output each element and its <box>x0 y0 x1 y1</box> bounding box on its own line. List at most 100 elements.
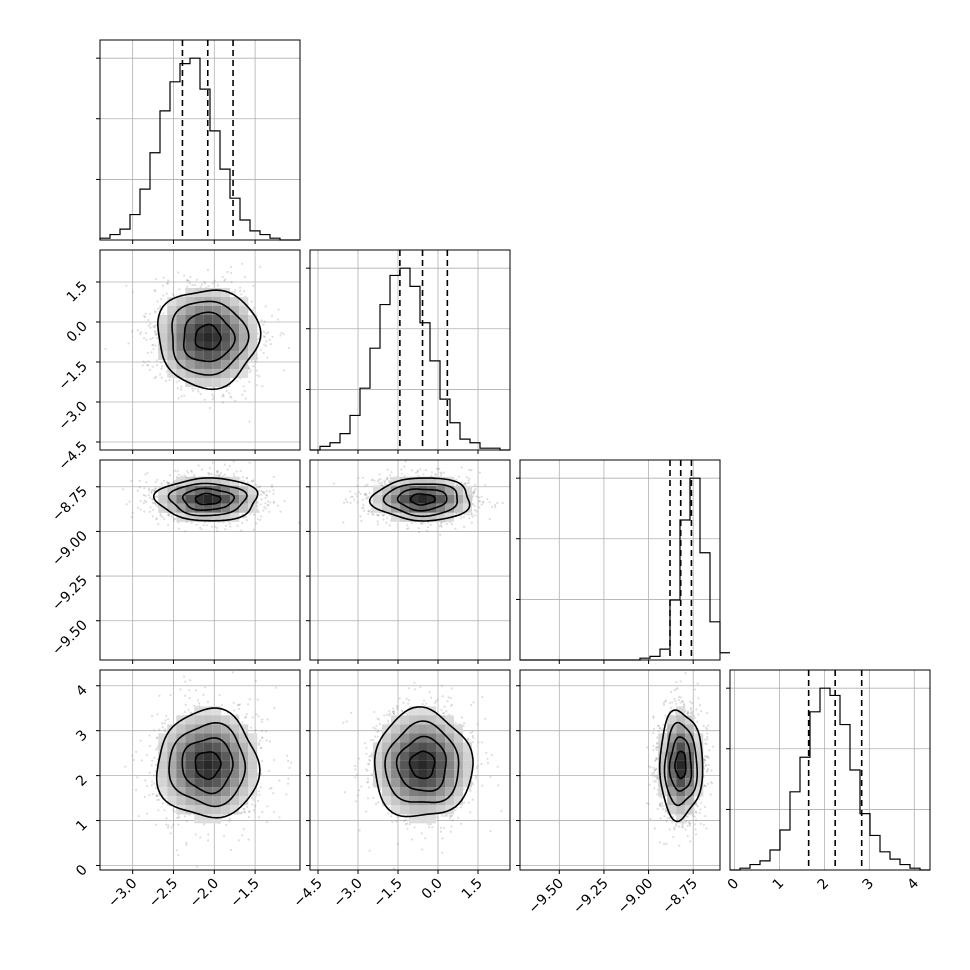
sample-point <box>695 811 698 814</box>
density-cell <box>418 503 428 513</box>
density-cell <box>185 287 195 297</box>
sample-point <box>173 295 176 298</box>
sample-point <box>389 481 392 484</box>
sample-point <box>151 780 154 783</box>
sample-point <box>155 517 158 520</box>
sample-point <box>197 699 200 702</box>
sample-point <box>165 714 168 717</box>
density-cell <box>248 494 258 504</box>
sample-point <box>166 480 169 484</box>
sample-point <box>257 511 260 514</box>
density-cell <box>185 368 195 378</box>
sample-point <box>377 514 380 517</box>
sample-point <box>155 359 158 362</box>
sample-point <box>142 493 145 497</box>
sample-point <box>381 513 384 517</box>
density-cell <box>203 494 213 504</box>
density-cell <box>239 305 249 315</box>
density-cell <box>445 494 455 504</box>
sample-point <box>402 819 405 823</box>
panel-frame <box>99 249 301 451</box>
sample-point <box>161 515 164 519</box>
sample-point <box>405 712 408 715</box>
sample-point <box>690 712 694 715</box>
sample-point <box>703 767 706 770</box>
density-cell <box>454 796 464 806</box>
density-cell <box>221 760 231 770</box>
sample-point <box>420 522 423 525</box>
sample-point <box>711 782 714 785</box>
sample-point <box>362 506 365 509</box>
sample-point <box>431 826 434 829</box>
density-cell <box>667 733 677 743</box>
sample-point <box>254 483 257 487</box>
sample-point <box>664 714 667 717</box>
sample-point <box>264 332 267 335</box>
sample-point <box>375 724 378 727</box>
sample-point <box>216 526 219 529</box>
sample-point <box>206 701 210 704</box>
sample-point <box>448 817 451 820</box>
sample-point <box>450 687 453 690</box>
density-cell <box>203 287 213 297</box>
sample-point <box>140 331 143 334</box>
density-cell <box>427 778 437 788</box>
sample-point <box>710 781 713 784</box>
sample-point <box>485 751 488 755</box>
sample-point <box>205 524 208 527</box>
sample-point <box>183 474 186 477</box>
sample-point <box>660 728 664 732</box>
sample-point <box>418 531 421 534</box>
sample-point <box>410 521 414 525</box>
sample-point <box>197 390 200 393</box>
sample-point <box>167 481 170 485</box>
sample-point <box>686 711 690 714</box>
density-cell <box>418 512 428 522</box>
sample-point <box>262 491 265 494</box>
sample-point <box>695 833 698 836</box>
sample-point <box>153 489 157 492</box>
density-cell <box>221 787 231 797</box>
sample-point <box>213 279 216 282</box>
density-cell <box>409 485 419 495</box>
sample-point <box>259 493 262 496</box>
sample-point <box>167 279 170 282</box>
sample-point <box>254 679 257 683</box>
sample-point <box>370 773 373 776</box>
sample-point <box>287 777 290 780</box>
sample-point <box>235 470 238 473</box>
sample-point <box>490 753 493 757</box>
sample-point <box>383 714 386 717</box>
sample-point <box>143 510 146 513</box>
sample-point <box>703 805 707 809</box>
sample-point <box>434 701 437 704</box>
sample-point <box>212 395 215 398</box>
density-cell <box>176 296 186 306</box>
sample-point <box>475 510 478 513</box>
sample-point <box>260 490 263 493</box>
sample-point <box>652 716 655 719</box>
sample-point <box>443 471 446 474</box>
sample-point <box>651 774 654 777</box>
sample-point <box>430 474 433 477</box>
sample-point <box>157 809 160 812</box>
sample-point <box>261 737 264 740</box>
sample-point <box>243 807 246 810</box>
density-cell <box>248 323 258 333</box>
sample-point <box>705 756 709 759</box>
density-cell <box>676 760 686 770</box>
sample-point <box>446 700 449 703</box>
sample-point <box>162 294 165 297</box>
histogram-steps <box>730 687 930 871</box>
sample-point <box>471 740 474 744</box>
sample-point <box>160 365 164 368</box>
sample-point <box>187 471 190 474</box>
sample-point <box>254 805 257 808</box>
sample-point <box>252 798 255 801</box>
sample-point <box>343 791 346 794</box>
sample-point <box>383 513 386 516</box>
sample-point <box>671 701 674 704</box>
density-cell <box>445 796 455 806</box>
density-cell <box>158 341 168 351</box>
sample-point <box>686 815 689 818</box>
